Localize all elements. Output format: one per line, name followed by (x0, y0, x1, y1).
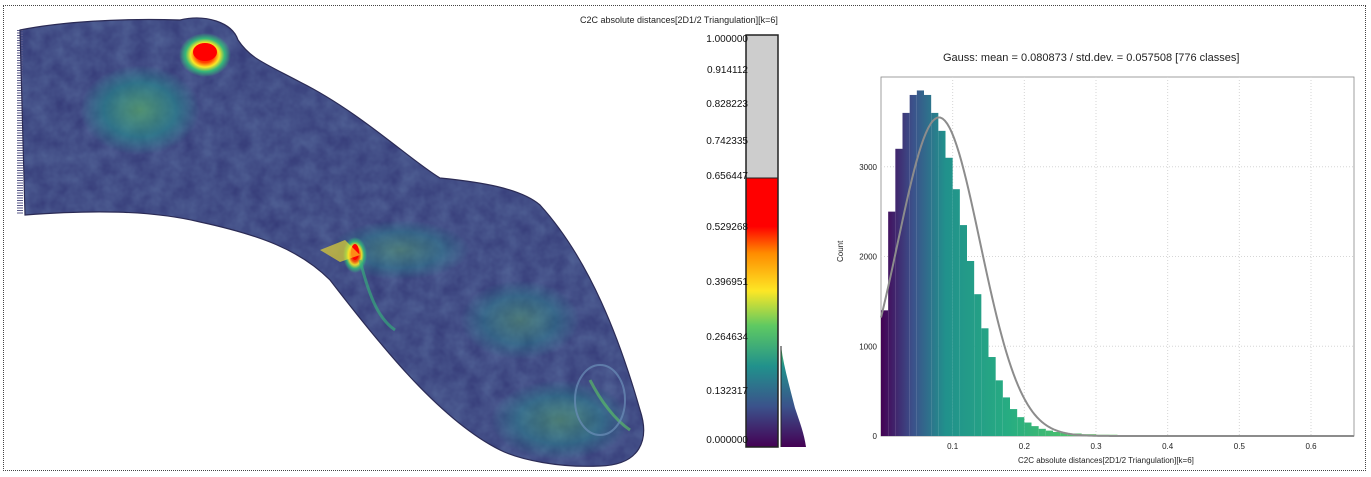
histogram-bar (916, 90, 924, 437)
y-tick-label: 2000 (859, 253, 877, 262)
x-tick-label: 0.6 (1305, 442, 1317, 451)
y-tick-label: 3000 (859, 163, 877, 172)
histogram-bar (1002, 397, 1010, 436)
histogram-bar (1038, 428, 1046, 436)
scale-tick-label: 0.132317 (706, 386, 748, 397)
histogram-bar (1031, 426, 1039, 436)
scale-tick-label: 1.000000 (706, 34, 748, 45)
histogram-bar (931, 112, 939, 437)
histogram-bar (995, 380, 1003, 436)
histogram-bar (909, 94, 917, 436)
histogram-bar (988, 357, 996, 436)
histogram-bar (924, 94, 932, 436)
x-tick-label: 0.5 (1234, 442, 1246, 451)
histogram-bar (1060, 432, 1068, 436)
scale-above-range (745, 34, 779, 179)
histogram-bar (1017, 417, 1025, 436)
view-frame (3, 5, 1366, 471)
histogram-title: Gauss: mean = 0.080873 / std.dev. = 0.05… (943, 52, 1240, 64)
x-axis-title: C2C absolute distances[2D1/2 Triangulati… (1018, 456, 1194, 465)
y-axis-title: Count (836, 240, 845, 262)
x-tick-label: 0.4 (1162, 442, 1174, 451)
histogram-bar (902, 112, 910, 437)
scale-tick-label: 0.264634 (706, 332, 748, 343)
histogram-bar (981, 328, 989, 436)
histogram-bar (1010, 409, 1018, 436)
histogram-bar (1053, 431, 1061, 436)
color-scale-bar (745, 34, 806, 448)
histogram-bar (888, 211, 896, 436)
histogram-bar (881, 310, 889, 436)
histogram-bar (945, 157, 953, 436)
scale-tick-label: 0.742335 (706, 136, 748, 147)
scale-mini-histogram (781, 346, 806, 447)
scale-tick-label: 0.828223 (706, 99, 748, 110)
histogram-bar (895, 148, 903, 437)
histogram-bar (1024, 422, 1032, 436)
histogram-bar (938, 130, 946, 436)
histogram-bar (1045, 430, 1053, 436)
histogram-chart[interactable]: 0.1 0.2 0.3 0.4 0.5 0.6 0 1000 2000 3000 (846, 40, 1366, 460)
scale-tick-label: 0.000000 (706, 435, 748, 446)
x-tick-label: 0.2 (1019, 442, 1031, 451)
histogram-bar (959, 225, 967, 436)
scale-tick-label: 0.396951 (706, 277, 748, 288)
scale-tick-label: 0.914112 (707, 65, 748, 76)
y-tick-label: 1000 (859, 342, 877, 351)
histogram-bar (974, 294, 982, 436)
x-tick-label: 0.3 (1090, 442, 1102, 451)
scale-tick-label: 0.529268 (706, 222, 748, 233)
scale-tick-label: 0.656447 (706, 171, 748, 182)
gauss-curve (880, 116, 1354, 437)
y-tick-label: 0 (873, 432, 878, 441)
histogram-bar (967, 260, 975, 436)
scale-gradient (745, 177, 779, 448)
histogram-bar (952, 189, 960, 436)
x-tick-label: 0.1 (947, 442, 959, 451)
mesh-3d-view[interactable] (0, 0, 680, 470)
scalar-field-title: C2C absolute distances[2D1/2 Triangulati… (580, 15, 778, 25)
